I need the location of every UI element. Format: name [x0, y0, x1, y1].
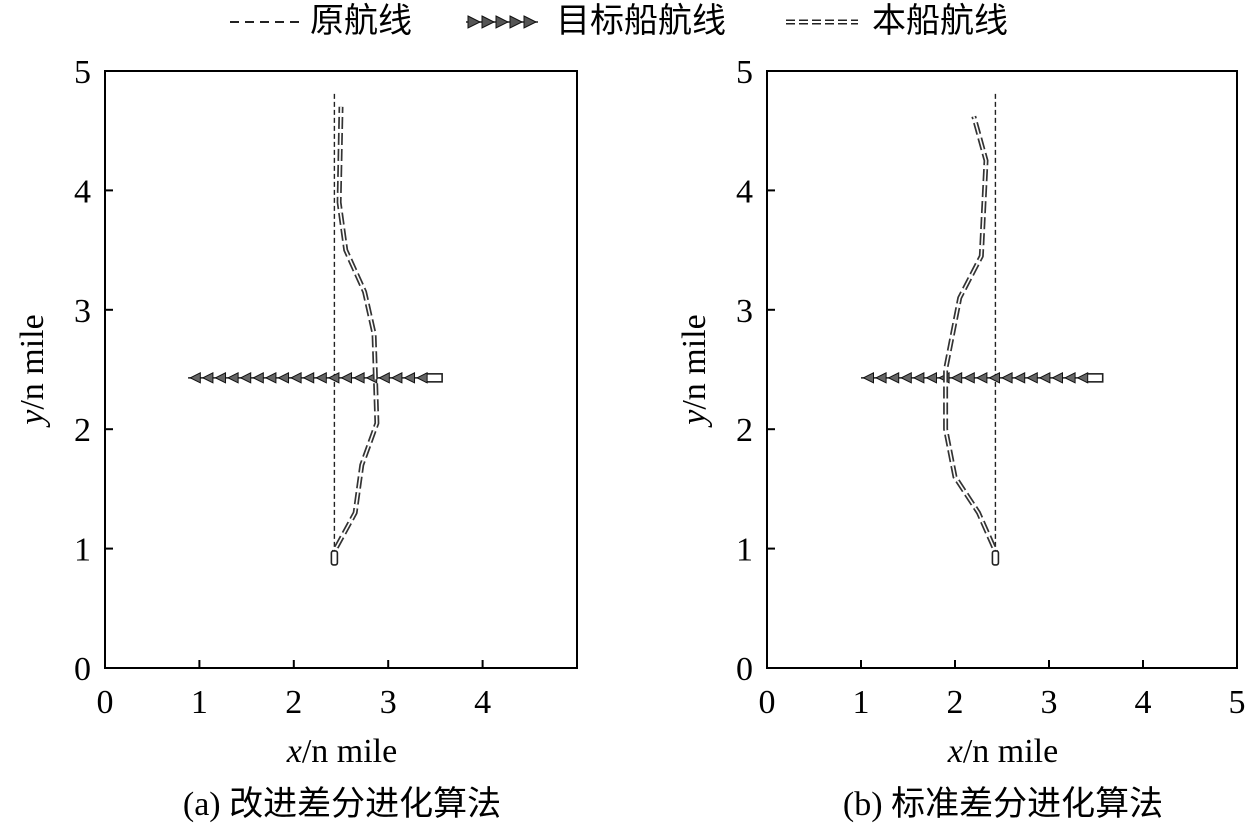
y-tick-label: 5	[74, 54, 91, 91]
target-ship-triangle-marker	[315, 372, 327, 384]
target-ship-triangle-marker	[264, 372, 277, 384]
target-ship-triangle-marker	[1051, 372, 1063, 384]
legend-item-original-route: 原航线	[230, 2, 412, 42]
target-ship-triangle-marker	[925, 372, 937, 384]
target-ship-triangle-marker	[900, 372, 912, 384]
target-ship-triangle-marker	[252, 372, 264, 384]
own-ship-route-line	[330, 106, 380, 566]
chart-panel-a: 0 1 2 3 4 0 1 2 3 4 5 x/n mile y/n mile (a) 改进差分进化算法	[14, 54, 578, 823]
target-ship-triangle-marker	[862, 372, 874, 384]
legend-label-target-ship-route: 目标船航线	[556, 3, 726, 40]
y-axis-title: y/n mile	[676, 314, 713, 427]
dashed-line-swatch-icon	[230, 21, 302, 23]
target-ship-triangle-marker	[887, 372, 900, 384]
target-ship-triangle-marker	[975, 372, 988, 384]
y-tick-label: 1	[74, 532, 91, 569]
target-ship-triangle-marker	[214, 372, 227, 384]
panel-caption: (a) 改进差分进化算法	[183, 785, 501, 823]
x-tick-label: 4	[1135, 684, 1152, 721]
own-ship-route-core	[333, 106, 378, 563]
y-tick-label: 4	[736, 173, 753, 210]
target-ship-triangle-marker	[340, 372, 353, 384]
own-ship-route-line	[943, 115, 1000, 566]
own-ship-start-marker	[330, 550, 339, 566]
legend-label-original-route: 原航线	[310, 3, 412, 40]
target-ship-triangle-marker	[390, 372, 403, 384]
target-ship-triangle-marker	[239, 372, 252, 384]
target-ship-triangle-marker	[1038, 372, 1051, 384]
y-tick-label: 2	[736, 412, 753, 449]
plot-frame	[766, 70, 1238, 669]
y-tick-label: 1	[736, 532, 753, 569]
target-ship-start-marker	[425, 373, 443, 383]
x-axis-title: x/n mile	[947, 733, 1058, 770]
panel-caption: (b) 标准差分进化算法	[843, 785, 1163, 823]
legend-item-own-ship-route: 本船航线	[786, 2, 1008, 42]
target-ship-triangle-marker	[189, 372, 201, 384]
x-tick-label: 3	[380, 684, 397, 721]
target-ship-triangle-marker	[1063, 372, 1076, 384]
y-tick-label: 0	[74, 651, 91, 688]
y-tick-label: 2	[74, 412, 91, 449]
own-ship-route-core	[944, 116, 997, 563]
target-ship-route	[861, 372, 1104, 384]
target-ship-triangle-marker	[302, 372, 315, 384]
target-ship-triangle-marker	[1013, 372, 1026, 384]
triangle-marker-swatch-icon	[466, 15, 538, 29]
double-dashed-swatch-icon	[786, 19, 858, 25]
y-tick-label: 5	[736, 54, 753, 91]
target-ship-triangle-marker	[227, 372, 239, 384]
own-ship-route-outline	[943, 115, 998, 563]
target-ship-start-marker	[1085, 373, 1104, 383]
target-ship-triangle-marker	[290, 372, 302, 384]
target-ship-triangle-marker	[201, 372, 214, 384]
legend-item-target-ship-route: 目标船航线	[466, 2, 726, 42]
x-tick-label: 1	[191, 684, 208, 721]
x-tick-label: 1	[853, 684, 870, 721]
own-ship-route-outline	[331, 106, 380, 563]
x-axis-title: x/n mile	[286, 733, 397, 770]
own-ship-start-marker	[991, 550, 1000, 566]
target-ship-triangle-marker	[1026, 372, 1038, 384]
x-tick-label: 0	[97, 684, 114, 721]
x-tick-label: 2	[947, 684, 964, 721]
x-tick-label: 5	[1229, 684, 1246, 721]
x-tick-label: 0	[759, 684, 776, 721]
chart-panel-b: 0 1 2 3 4 5 0 1 2 3 4 5 x/n mile y/n mile (b) 标准差分进化算法	[676, 54, 1246, 823]
y-tick-label: 0	[736, 651, 753, 688]
x-tick-label: 4	[474, 684, 491, 721]
x-tick-label: 2	[285, 684, 302, 721]
target-ship-triangle-marker	[950, 372, 963, 384]
target-ship-triangle-marker	[1076, 372, 1089, 384]
legend-label-own-ship-route: 本船航线	[872, 3, 1008, 40]
y-tick-label: 3	[736, 293, 753, 330]
target-ship-triangle-marker	[277, 372, 290, 384]
target-ship-triangle-marker	[403, 372, 416, 384]
y-tick-label: 4	[74, 173, 91, 210]
target-ship-triangle-marker	[988, 372, 1000, 384]
y-axis-title: y/n mile	[14, 314, 51, 427]
x-tick-label: 3	[1041, 684, 1058, 721]
target-ship-triangle-marker	[416, 372, 428, 384]
target-ship-triangle-marker	[327, 372, 340, 384]
legend: 原航线 目标船航线 本船航线	[0, 0, 1260, 46]
target-ship-triangle-marker	[1000, 372, 1013, 384]
plot-frame	[104, 70, 578, 669]
y-tick-label: 3	[74, 293, 91, 330]
target-ship-triangle-marker	[353, 372, 365, 384]
target-ship-triangle-marker	[912, 372, 925, 384]
target-ship-triangle-marker	[874, 372, 887, 384]
target-ship-triangle-marker	[963, 372, 975, 384]
target-ship-route	[188, 372, 443, 384]
target-ship-triangle-marker	[378, 372, 390, 384]
